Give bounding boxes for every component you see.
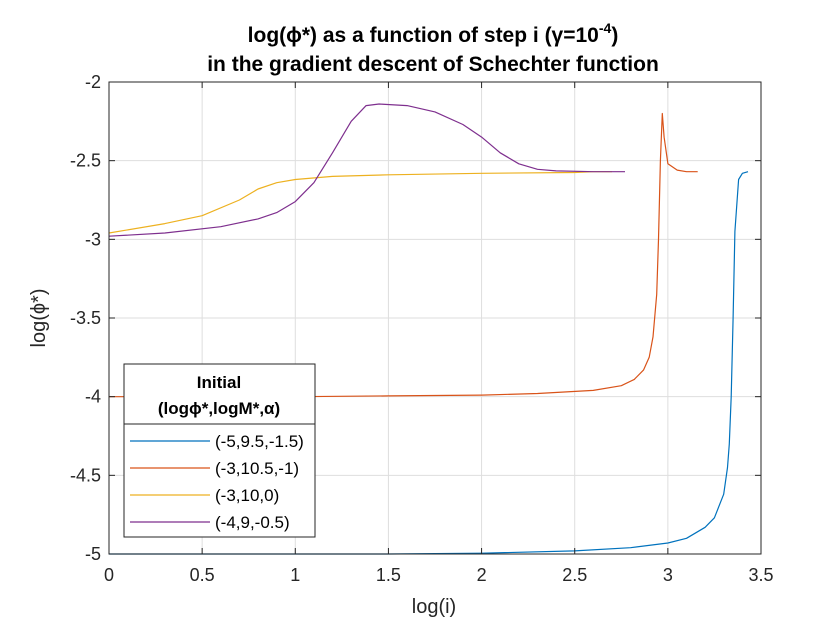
y-tick-label: -2 <box>85 72 101 92</box>
x-tick-label: 1.5 <box>376 565 401 585</box>
series-line-3 <box>108 171 612 234</box>
legend-box <box>123 363 316 538</box>
y-tick-label: -2.5 <box>70 151 101 171</box>
legend-label-4: (-4,9,-0.5) <box>215 513 290 532</box>
x-tick-label: 0.5 <box>190 565 215 585</box>
y-tick-label: -4 <box>85 387 101 407</box>
legend-label-3: (-3,10,0) <box>215 486 279 505</box>
series-line-2 <box>109 112 698 398</box>
y-tick-label: -3.5 <box>70 308 101 328</box>
legend-items: (-5,9.5,-1.5) (-3,10.5,-1) (-3,10,0) (-4,9,… <box>130 432 304 532</box>
x-tick-label: 0 <box>104 565 114 585</box>
legend-title-line-2: (logϕ*,logM*,α) <box>158 399 280 418</box>
x-tick-label: 2 <box>477 565 487 585</box>
legend: Initial (logϕ*,logM*,α) (-5,9.5,-1.5) (-3… <box>123 363 316 538</box>
y-tick-label: -4.5 <box>70 465 101 485</box>
axis-ticks: 0 0.5 1 1.5 2 2.5 3 3.5 -5 -4.5 -4 -3.5 -3 -2.5 -2 <box>70 72 774 585</box>
x-tick-label: 2.5 <box>562 565 587 585</box>
x-tick-label: 1 <box>290 565 300 585</box>
legend-label-1: (-5,9.5,-1.5) <box>215 432 304 451</box>
y-tick-label: -3 <box>85 229 101 249</box>
legend-label-2: (-3,10.5,-1) <box>215 459 299 478</box>
x-tick-label: 3.5 <box>748 565 773 585</box>
legend-title-line-1: Initial <box>197 373 241 392</box>
x-axis-label: log(i) <box>412 596 456 618</box>
chart-title-line-1: log(ϕ*) as a function of step i (γ=10-4) <box>248 20 619 47</box>
x-tick-label: 3 <box>663 565 673 585</box>
y-tick-label: -5 <box>85 544 101 564</box>
series-line-4 <box>108 103 625 237</box>
y-axis-label: log(ϕ*) <box>28 289 50 348</box>
chart-title-line-2: in the gradient descent of Schechter fun… <box>207 53 659 76</box>
